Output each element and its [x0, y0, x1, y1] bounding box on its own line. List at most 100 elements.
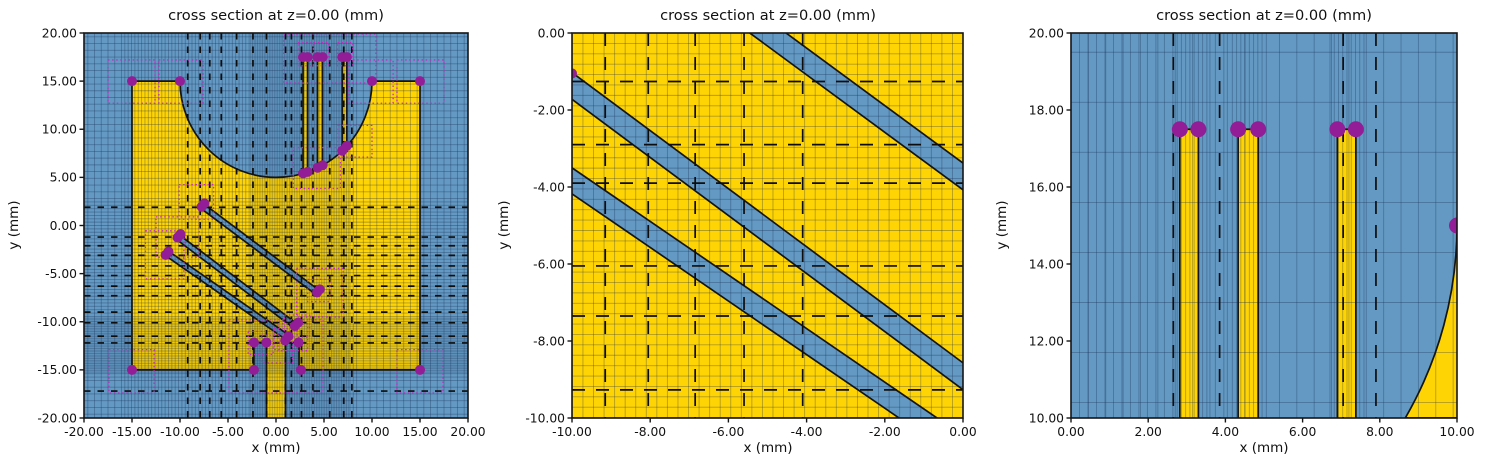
x-tick-label: 4.00 [1212, 425, 1239, 439]
y-tick-label: 18.00 [1029, 103, 1064, 117]
refinement-dashed-lines [1172, 33, 1377, 418]
x-tick-label: -10.00 [552, 425, 592, 439]
x-tick-label: -15.00 [112, 425, 152, 439]
diagonal-slot-a [201, 204, 321, 296]
y-tick-label: 14.00 [1029, 257, 1064, 271]
vertex-dot [1171, 121, 1188, 138]
vertex-dot [1329, 121, 1346, 138]
vertex-markers [572, 68, 577, 79]
y-tick-label: -10.00 [525, 411, 565, 425]
y-tick-label: 0.00 [50, 219, 77, 233]
tick-labels: -10.00 -8.00 -6.00 -4.00 -2.00 0.00 0.00 -2.00 -… [525, 26, 976, 439]
vertex-dot [283, 331, 294, 342]
x-tick-label: 8.00 [1366, 425, 1393, 439]
x-tick-label: 6.00 [1289, 425, 1316, 439]
vertex-dot [293, 337, 304, 348]
x-tick-label: -10.00 [160, 425, 200, 439]
x-tick-label: -5.00 [212, 425, 244, 439]
x-tick-label: -2.00 [869, 425, 901, 439]
y-tick-label: 10.00 [1029, 411, 1064, 425]
vertex-dot [302, 166, 313, 177]
tick-marks [1066, 32, 1458, 423]
mesh-grid [84, 33, 468, 418]
arc-corner-wedge [1405, 225, 1457, 418]
tick-labels: -20.00 -15.00 -10.00 -5.00 0.00 5.00 10.00 15.0… [37, 26, 485, 439]
vertex-dot [415, 76, 425, 87]
mesh-grid [572, 33, 963, 418]
vertex-dot [367, 76, 377, 87]
panel-1-title: cross section at z=0.00 (mm) [168, 7, 384, 24]
finger-bar-2 [1238, 129, 1259, 418]
x-tick-label: -8.00 [634, 425, 666, 439]
panel-middle: -10.00 -8.00 -6.00 -4.00 -2.00 0.00 0.00 -2.00 -… [525, 26, 976, 439]
vertex-dot [341, 140, 352, 151]
y-tick-label: -20.00 [37, 411, 77, 425]
panel-3-xlabel: x (mm) [1239, 440, 1289, 456]
x-tick-label: -6.00 [712, 425, 744, 439]
x-tick-label: -4.00 [791, 425, 823, 439]
y-tick-label: 15.00 [42, 74, 77, 88]
panel-left: -20.00 -15.00 -10.00 -5.00 0.00 5.00 10.00 15.0… [37, 26, 485, 439]
x-tick-label: 10.00 [354, 425, 389, 439]
x-tick-label: 10.00 [1439, 425, 1474, 439]
x-tick-label: 0.00 [1057, 425, 1084, 439]
vertex-dot [415, 364, 425, 375]
x-tick-label: 5.00 [310, 425, 337, 439]
panel-1-ylabel: y (mm) [6, 200, 22, 250]
y-tick-label: 12.00 [1029, 334, 1064, 348]
vertex-dot [317, 52, 328, 63]
finger-bar-1 [1179, 129, 1199, 418]
panel-background [1071, 33, 1457, 418]
vertex-dot [1190, 121, 1207, 138]
y-tick-label: 20.00 [42, 26, 77, 40]
y-tick-label: -10.00 [37, 315, 77, 329]
x-tick-label: 15.00 [402, 425, 437, 439]
vertex-dot [1250, 121, 1267, 138]
x-tick-label: 0.00 [262, 425, 289, 439]
refinement-dashed-lines [572, 33, 963, 418]
vertex-dot [317, 160, 328, 171]
finger-bar-2 [317, 57, 323, 168]
diagonal-slot-c [165, 251, 289, 340]
vertex-dot [572, 68, 577, 79]
tick-labels: 0.00 2.00 4.00 6.00 8.00 10.00 10.00 12.00 14.00… [1029, 26, 1475, 439]
y-tick-label: -6.00 [533, 257, 565, 271]
vertex-dot [1449, 217, 1457, 234]
y-tick-label: 0.00 [538, 26, 565, 40]
panel-3-title: cross section at z=0.00 (mm) [1156, 7, 1372, 24]
finger-bar-1 [303, 57, 308, 174]
y-tick-label: -15.00 [37, 363, 77, 377]
y-tick-label: 10.00 [42, 123, 77, 137]
vertex-dot [175, 229, 186, 240]
vertex-dot [127, 364, 137, 375]
vertex-dot [341, 52, 352, 63]
x-tick-label: 0.00 [949, 425, 976, 439]
y-tick-label: -2.00 [533, 103, 565, 117]
diagonal-slot-b [177, 235, 298, 329]
y-tick-label: -8.00 [533, 334, 565, 348]
vertex-dot [261, 337, 272, 348]
tick-marks [567, 32, 964, 423]
x-tick-label: 2.00 [1135, 425, 1162, 439]
diagonal-slot-b [572, 74, 963, 390]
refinement-dashed-lines [84, 33, 468, 418]
axes-spines [571, 32, 964, 419]
vertex-dot [295, 364, 306, 375]
x-tick-label: 20.00 [450, 425, 485, 439]
material-fills [132, 57, 420, 418]
body-polygon [132, 81, 420, 418]
vertex-dot [199, 198, 210, 209]
vertex-markers [1171, 121, 1457, 234]
panel-3-ylabel: y (mm) [994, 200, 1010, 250]
vertex-dot [293, 317, 304, 328]
y-tick-label: 16.00 [1029, 180, 1064, 194]
y-tick-label: 20.00 [1029, 26, 1064, 40]
axes-spines [1070, 32, 1458, 419]
y-tick-label: -4.00 [533, 180, 565, 194]
x-tick-label: -20.00 [64, 425, 104, 439]
panel-2-ylabel: y (mm) [496, 200, 512, 250]
panel-1-xlabel: x (mm) [251, 440, 301, 456]
panel-right: 0.00 2.00 4.00 6.00 8.00 10.00 10.00 12.00 14.00… [1029, 26, 1475, 439]
material-fills [1179, 129, 1457, 418]
